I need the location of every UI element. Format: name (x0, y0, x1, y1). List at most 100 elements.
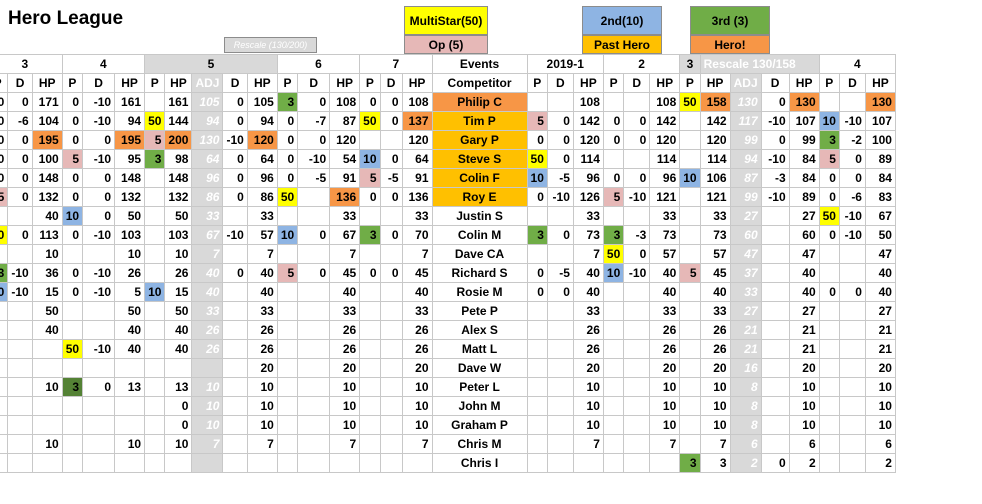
score-cell: 7 (246, 434, 278, 454)
score-cell: 0 (623, 168, 651, 188)
score-cell (359, 206, 381, 226)
score-cell (7, 320, 33, 340)
score-cell (359, 244, 381, 264)
score-cell (818, 301, 840, 321)
score-cell: 108 (329, 92, 361, 112)
score-cell: 60 (788, 225, 820, 245)
score-cell (7, 415, 33, 435)
score-cell: 0 (0, 92, 9, 112)
score-cell (818, 263, 840, 283)
score-cell (546, 358, 574, 378)
score-cell (623, 282, 651, 302)
column-header: HP (246, 73, 278, 93)
competitor-name: Colin F (431, 168, 528, 188)
score-cell (7, 244, 33, 264)
score-cell (276, 339, 299, 359)
score-cell (679, 149, 701, 169)
score-cell (7, 358, 33, 378)
score-cell (144, 453, 166, 473)
score-cell: 10 (864, 377, 896, 397)
score-cell: 40 (572, 263, 604, 283)
score-cell: 108 (649, 92, 681, 112)
section-label: 3 (0, 54, 63, 74)
adj-cell: 33 (191, 206, 224, 226)
score-cell (379, 358, 403, 378)
score-cell: 0 (61, 130, 84, 150)
column-header: P (526, 73, 548, 93)
score-cell: 0 (359, 92, 381, 112)
score-cell (297, 377, 331, 397)
section-label: 6 (276, 54, 361, 74)
column-header: HP (572, 73, 604, 93)
score-cell (276, 415, 299, 435)
score-cell: 7 (649, 434, 681, 454)
score-cell: 0 (7, 225, 33, 245)
score-cell: 10 (114, 434, 146, 454)
adj-cell: 99 (729, 130, 762, 150)
score-cell (526, 339, 548, 359)
score-cell (623, 434, 651, 454)
score-cell: 10 (401, 415, 433, 435)
score-cell: 40 (699, 282, 731, 302)
column-header: D (623, 73, 651, 93)
score-cell: 57 (649, 244, 681, 264)
score-cell: 0 (546, 130, 574, 150)
score-cell (679, 358, 701, 378)
score-cell: 5 (114, 282, 146, 302)
adj-cell: 96 (191, 168, 224, 188)
adj-cell: 16 (729, 358, 762, 378)
score-cell (276, 301, 299, 321)
score-cell: 120 (699, 130, 731, 150)
score-cell: 7 (699, 434, 731, 454)
score-cell (379, 453, 403, 473)
score-cell (144, 92, 166, 112)
score-cell (276, 244, 299, 264)
score-cell: -10 (82, 111, 116, 131)
score-cell: 73 (572, 225, 604, 245)
column-header: P (276, 73, 299, 93)
score-cell: 50 (276, 187, 299, 207)
score-cell (0, 244, 9, 264)
table-row: 50 50 50 33 33 33 33 Pete P 33 33 33 27 27 27 (0, 301, 896, 321)
score-cell: 107 (788, 111, 820, 131)
score-cell: 10 (572, 415, 604, 435)
score-cell (379, 301, 403, 321)
score-cell: 108 (572, 92, 604, 112)
score-cell (297, 320, 331, 340)
score-cell (818, 415, 840, 435)
score-cell (114, 453, 146, 473)
score-cell (379, 320, 403, 340)
score-cell: 0 (222, 149, 248, 169)
score-cell: 7 (401, 244, 433, 264)
score-cell (144, 168, 166, 188)
score-cell: 20 (572, 358, 604, 378)
score-cell (623, 339, 651, 359)
score-cell (760, 301, 790, 321)
score-cell: 40 (164, 339, 193, 359)
score-cell (679, 415, 701, 435)
score-cell (114, 396, 146, 416)
score-cell: -5 (379, 168, 403, 188)
adj-cell (191, 453, 224, 473)
score-cell: 10 (329, 415, 361, 435)
score-cell: 10 (788, 377, 820, 397)
score-cell: 10 (818, 111, 840, 131)
score-cell: 0 (82, 377, 116, 397)
score-cell: 0 (276, 149, 299, 169)
column-header: HP (401, 73, 433, 93)
score-cell (818, 339, 840, 359)
score-cell: 0 (297, 225, 331, 245)
column-header: D (297, 73, 331, 93)
score-cell: 0 (222, 187, 248, 207)
score-cell: 45 (401, 263, 433, 283)
score-cell: 45 (329, 263, 361, 283)
score-cell: 20 (329, 358, 361, 378)
score-cell: -10 (7, 282, 33, 302)
score-cell (379, 415, 403, 435)
score-cell: 5 (602, 187, 625, 207)
score-cell (838, 453, 866, 473)
score-cell (623, 301, 651, 321)
score-cell: 33 (572, 301, 604, 321)
